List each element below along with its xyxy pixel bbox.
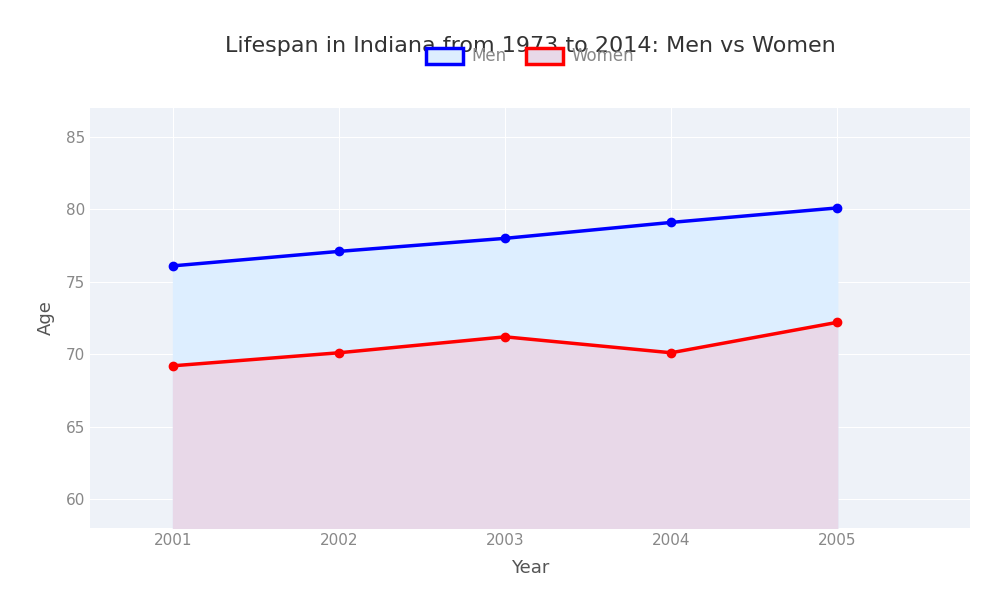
Title: Lifespan in Indiana from 1973 to 2014: Men vs Women: Lifespan in Indiana from 1973 to 2014: M… <box>225 37 835 56</box>
X-axis label: Year: Year <box>511 559 549 577</box>
Y-axis label: Age: Age <box>37 301 55 335</box>
Legend: Men, Women: Men, Women <box>419 41 641 72</box>
